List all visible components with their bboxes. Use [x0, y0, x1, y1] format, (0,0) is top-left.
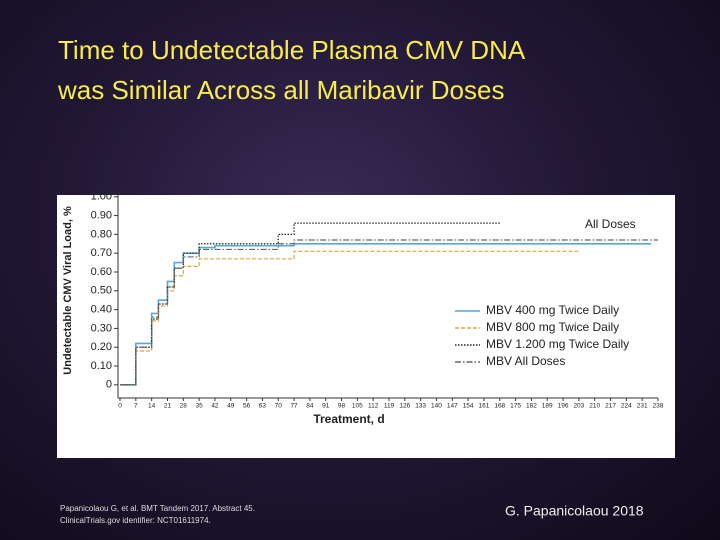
y-tick-label: 0.80 — [91, 228, 112, 240]
author: G. Papanicolaou 2018 — [505, 503, 644, 519]
y-tick-label: 0 — [106, 379, 112, 391]
x-tick-label: 84 — [306, 403, 314, 410]
x-tick-label: 140 — [431, 403, 442, 410]
y-axis-label: Undetectable CMV Viral Load, % — [62, 206, 74, 375]
y-tick-label: 0.40 — [91, 304, 112, 316]
legend-label: MBV 400 mg Twice Daily — [486, 303, 619, 317]
x-tick-label: 7 — [134, 403, 138, 410]
x-tick-label: 203 — [573, 403, 584, 410]
x-tick-label: 49 — [227, 403, 235, 410]
x-tick-label: 168 — [494, 403, 505, 410]
x-tick-label: 196 — [558, 403, 569, 410]
slide-title: Time to Undetectable Plasma CMV DNA — [58, 35, 526, 65]
x-tick-label: 0 — [118, 403, 122, 410]
y-tick-label: 1.00 — [91, 191, 112, 203]
x-tick-label: 21 — [164, 403, 172, 410]
x-tick-label: 175 — [510, 403, 521, 410]
y-tick-label: 0.20 — [91, 341, 112, 353]
x-tick-label: 189 — [542, 403, 553, 410]
y-tick-label: 0.90 — [91, 209, 112, 221]
series-line — [120, 239, 658, 386]
x-tick-label: 182 — [526, 403, 537, 410]
series-line — [120, 250, 579, 386]
x-tick-label: 210 — [589, 403, 600, 410]
x-tick-label: 70 — [275, 403, 283, 410]
y-tick-label: 0.70 — [91, 247, 112, 259]
x-tick-label: 91 — [322, 403, 330, 410]
y-tick-label: 0.30 — [91, 322, 112, 334]
x-tick-label: 147 — [447, 403, 458, 410]
y-tick-label: 0.50 — [91, 285, 112, 297]
x-tick-label: 28 — [180, 403, 188, 410]
x-tick-label: 63 — [259, 403, 267, 410]
footnote: ClinicalTrials.gov identifier: NCT016119… — [60, 516, 211, 525]
slide-title: was Similar Across all Maribavir Doses — [57, 75, 504, 105]
x-tick-label: 231 — [637, 403, 648, 410]
x-tick-label: 238 — [653, 403, 664, 410]
footnote: Papanicolaou G, et al. BMT Tandem 2017. … — [60, 504, 255, 513]
x-tick-label: 105 — [352, 403, 363, 410]
series-line — [120, 222, 500, 386]
x-tick-label: 56 — [243, 403, 251, 410]
legend-label: MBV All Doses — [486, 354, 565, 368]
x-tick-label: 217 — [605, 403, 616, 410]
x-tick-label: 77 — [290, 403, 298, 410]
x-tick-label: 42 — [211, 403, 219, 410]
x-tick-label: 224 — [621, 403, 632, 410]
legend-label: MBV 800 mg Twice Daily — [486, 320, 619, 334]
x-tick-label: 14 — [148, 403, 156, 410]
x-tick-label: 119 — [384, 403, 395, 410]
x-tick-label: 154 — [463, 403, 474, 410]
chart-panel — [57, 195, 675, 458]
y-tick-label: 0.10 — [91, 360, 112, 372]
x-tick-label: 112 — [368, 403, 379, 410]
x-tick-label: 133 — [415, 403, 426, 410]
annotation: All Doses — [585, 217, 636, 231]
x-tick-label: 126 — [399, 403, 410, 410]
legend-label: MBV 1.200 mg Twice Daily — [486, 337, 629, 351]
y-tick-label: 0.60 — [91, 266, 112, 278]
x-tick-label: 161 — [479, 403, 490, 410]
x-tick-label: 98 — [338, 403, 346, 410]
x-axis-label: Treatment, d — [313, 412, 384, 426]
x-tick-label: 35 — [196, 403, 204, 410]
